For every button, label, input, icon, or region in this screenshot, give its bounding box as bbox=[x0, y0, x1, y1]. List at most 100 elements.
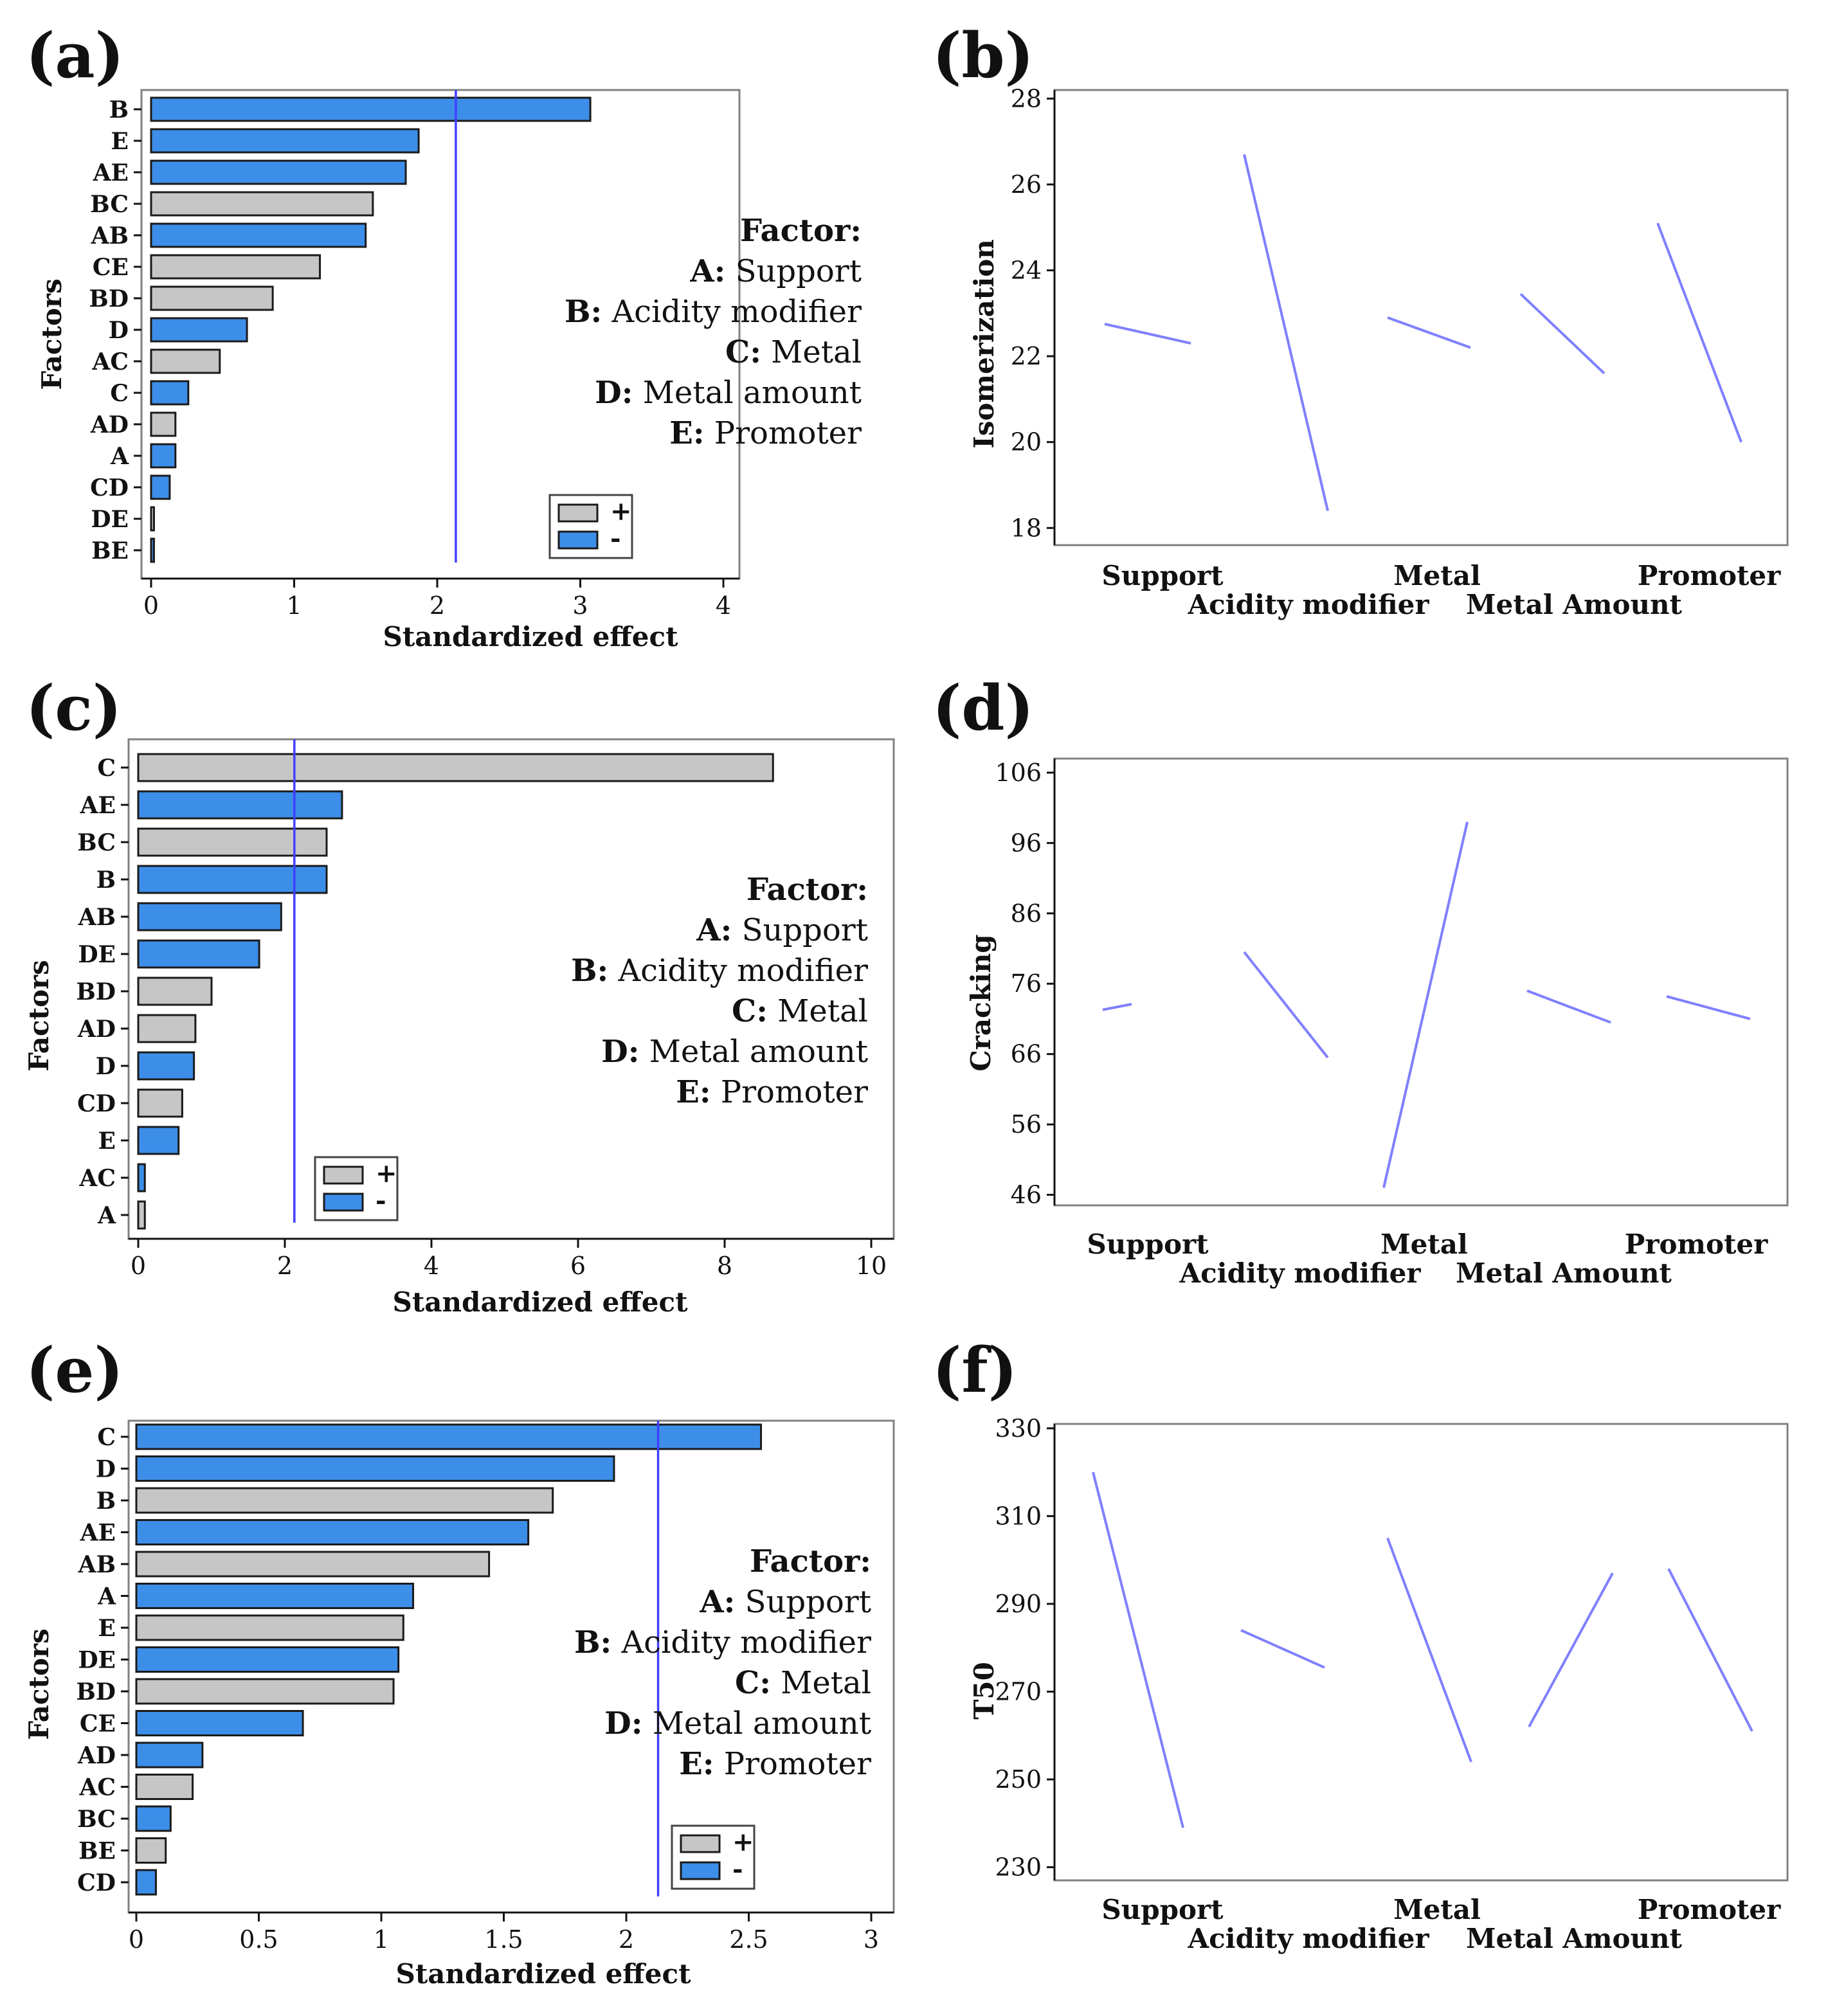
y-tick-label: 56 bbox=[1011, 1110, 1042, 1138]
y-tick-label: 28 bbox=[1011, 84, 1042, 113]
y-tick-label: CE bbox=[93, 254, 129, 281]
bar-AC bbox=[135, 1774, 194, 1800]
bar-AE bbox=[135, 1519, 530, 1545]
bar-E bbox=[150, 128, 420, 154]
bar-AB bbox=[150, 222, 367, 248]
panel-label: (c) bbox=[26, 672, 122, 744]
effect-line-promoter bbox=[1666, 995, 1751, 1020]
factor-legend-entry: C: Metal bbox=[725, 334, 862, 370]
y-tick-label: C bbox=[110, 380, 129, 407]
x-category-label: Promoter bbox=[1638, 560, 1781, 591]
y-tick-label: A bbox=[97, 1202, 116, 1229]
y-tick-label: AB bbox=[78, 1551, 116, 1578]
bar-C bbox=[150, 380, 190, 406]
y-tick-label: DE bbox=[78, 941, 116, 968]
y-tick-label: DE bbox=[78, 1647, 116, 1674]
bar-DE bbox=[137, 939, 260, 969]
effect-line-metal bbox=[1386, 1537, 1472, 1763]
factor-legend-entry: E: Promoter bbox=[679, 1746, 871, 1782]
y-tick-label: E bbox=[111, 128, 129, 155]
bar-AC bbox=[137, 1163, 146, 1192]
x-tick-label: 1.5 bbox=[484, 1925, 523, 1954]
y-tick-label: AC bbox=[78, 1774, 116, 1801]
bar-AE bbox=[150, 159, 407, 185]
factor-code: C bbox=[732, 993, 756, 1029]
y-tick-label: B bbox=[96, 1488, 116, 1515]
x-category-label: Acidity modifier bbox=[1179, 1257, 1421, 1289]
y-tick-label: CD bbox=[77, 1869, 116, 1896]
factor-code: E bbox=[669, 415, 693, 451]
plot-area bbox=[1053, 1423, 1789, 1882]
y-tick-label: 46 bbox=[1011, 1181, 1042, 1209]
factor-sep: : bbox=[622, 375, 633, 411]
factor-sep: : bbox=[591, 294, 602, 330]
x-category-label: Support bbox=[1101, 1894, 1224, 1925]
y-tick-label: 22 bbox=[1011, 342, 1042, 370]
factor-name: Support bbox=[735, 1584, 871, 1620]
factor-code: D bbox=[601, 1034, 628, 1070]
x-category-label: Metal Amount bbox=[1466, 589, 1683, 620]
factor-code: A bbox=[696, 912, 721, 948]
factor-name: Metal bbox=[761, 334, 862, 370]
effect-line-metal bbox=[1382, 822, 1469, 1189]
bar-BE bbox=[135, 1837, 167, 1864]
factor-name: Acidity modifier bbox=[608, 953, 868, 989]
x-tick-label: 0 bbox=[143, 591, 159, 620]
y-tick-label: E bbox=[98, 1615, 116, 1642]
panel-b: (b) 18 20 22 24 26 28 Isomerization Support Metal… bbox=[932, 19, 1789, 620]
y-tick-label: AC bbox=[91, 348, 129, 375]
y-tick-label: AE bbox=[93, 159, 129, 186]
factor-legend-title: Factor: bbox=[740, 213, 862, 249]
panel-label: (d) bbox=[932, 672, 1034, 744]
bar-E bbox=[135, 1614, 404, 1641]
sign-legend-swatch bbox=[680, 1834, 721, 1853]
y-tick-label: BD bbox=[76, 1679, 116, 1706]
x-tick-label: 3 bbox=[864, 1925, 879, 1954]
x-axis-title: Standardized effect bbox=[383, 621, 679, 652]
x-category-label: Promoter bbox=[1625, 1228, 1768, 1260]
x-tick-label: 2 bbox=[619, 1925, 634, 1954]
bar-AC bbox=[150, 348, 221, 374]
x-category-label: Acidity modifier bbox=[1187, 589, 1429, 620]
sign-legend-symbol: - bbox=[376, 1185, 386, 1216]
factor-sep: : bbox=[597, 953, 609, 989]
factor-sep: : bbox=[756, 993, 768, 1029]
y-tick-label: 250 bbox=[995, 1765, 1042, 1794]
sign-legend-symbol: - bbox=[610, 523, 621, 554]
x-category-label: Metal Amount bbox=[1466, 1923, 1683, 1954]
bar-CE bbox=[150, 254, 321, 280]
bar-E bbox=[137, 1126, 180, 1155]
panel-d: (d) 46 56 66 76 86 96 106 Cracking Support Metal Pr… bbox=[932, 672, 1789, 1289]
factor-name: Metal amount bbox=[633, 375, 862, 411]
factor-sep: : bbox=[700, 1074, 711, 1110]
effect-line-metal-amount bbox=[1519, 292, 1606, 375]
x-category-label: Support bbox=[1087, 1228, 1209, 1260]
x-tick-label: 1 bbox=[286, 591, 302, 620]
factor-legend-entry: B: Acidity modifier bbox=[574, 1625, 871, 1661]
y-tick-label: E bbox=[98, 1128, 116, 1155]
factor-name: Metal amount bbox=[640, 1034, 868, 1070]
y-tick-label: BC bbox=[77, 829, 116, 856]
sign-legend-symbol: - bbox=[732, 1854, 743, 1884]
factor-name: Metal bbox=[768, 993, 868, 1029]
effect-line-metal-amount bbox=[1528, 1572, 1614, 1728]
factor-sep: : bbox=[601, 1625, 612, 1661]
x-axis-title: Standardized effect bbox=[393, 1286, 689, 1318]
sign-legend-swatch bbox=[557, 530, 599, 550]
sign-legend-symbol: + bbox=[610, 496, 632, 526]
bar-BC bbox=[150, 191, 374, 217]
factor-legend-entry: C: Metal bbox=[732, 993, 868, 1029]
y-tick-label: D bbox=[96, 1053, 116, 1080]
x-tick-label: 4 bbox=[424, 1252, 439, 1280]
factor-legend-entry: C: Metal bbox=[735, 1665, 871, 1701]
factor-name: Acidity modifier bbox=[611, 1625, 871, 1661]
factor-name: Metal bbox=[771, 1665, 871, 1701]
x-category-label: Support bbox=[1101, 560, 1224, 591]
bar-BD bbox=[137, 977, 213, 1006]
y-axis-title: Factors bbox=[23, 1628, 55, 1740]
y-tick-label: BC bbox=[90, 191, 129, 218]
factor-legend-entry: B: Acidity modifier bbox=[571, 953, 868, 989]
